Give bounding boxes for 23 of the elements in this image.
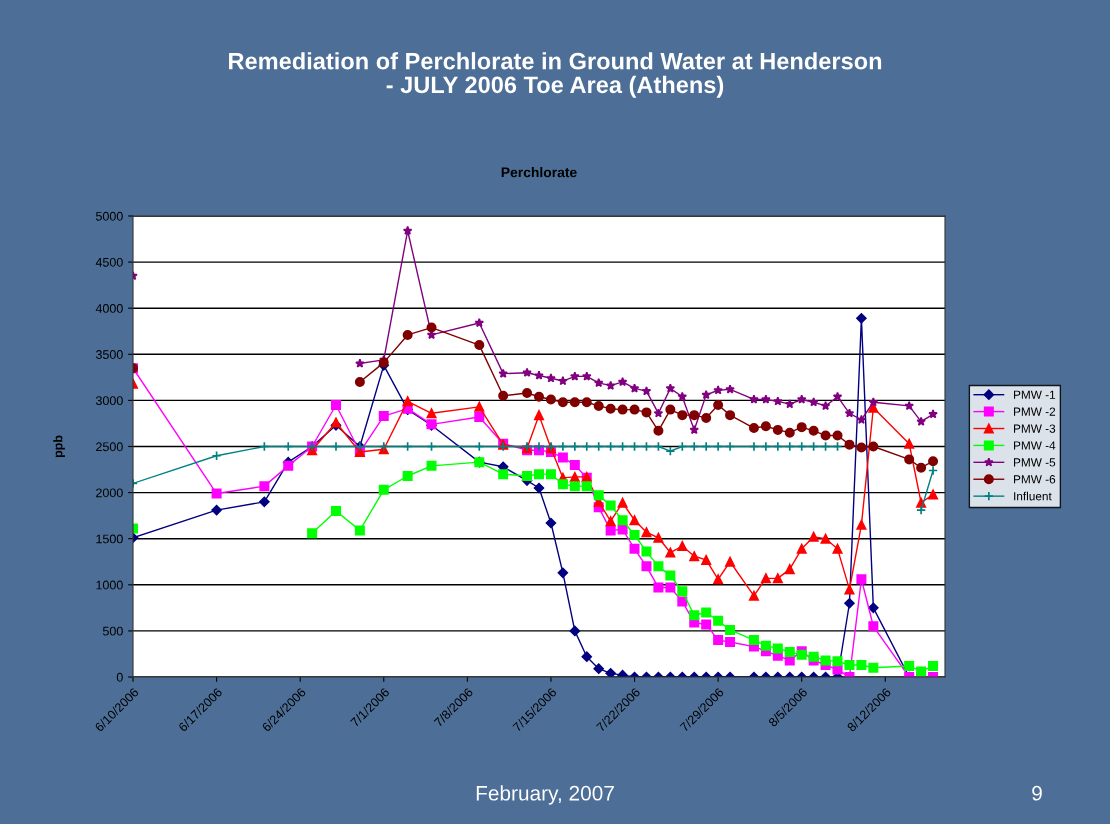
legend-label: PMW -4 xyxy=(1014,441,1056,450)
y-axis-title: ppb xyxy=(53,435,65,458)
y-tick-label: 3000 xyxy=(95,396,123,406)
chart-subtitle: Perchlorate xyxy=(501,167,577,178)
y-tick-label: 4000 xyxy=(95,304,123,313)
y-tick-label: 4500 xyxy=(95,257,123,267)
y-tick-label: 500 xyxy=(102,626,123,636)
legend-label: Influent xyxy=(1014,491,1052,501)
legend-label: PMW -1 xyxy=(1014,390,1056,399)
y-tick-label: 2000 xyxy=(96,488,123,498)
y-tick-label: 1000 xyxy=(96,580,123,590)
y-tick-label: 2500 xyxy=(96,442,123,452)
legend-label: PMW -2 xyxy=(1014,407,1056,416)
text: February, 2007 xyxy=(476,785,614,805)
chart-title: Remediation of Perchlorate in Ground Water at Henderson - JULY 2006 Toe Area (Athens) xyxy=(229,52,882,98)
legend-label: PMW -6 xyxy=(1014,475,1056,484)
legend-label: PMW -3 xyxy=(1014,424,1056,433)
y-tick-label: 0 xyxy=(116,672,123,682)
y-tick-label: 3500 xyxy=(95,350,123,359)
text: 9 xyxy=(1032,785,1042,801)
y-tick-label: 1500 xyxy=(96,534,123,544)
legend-label: PMW -5 xyxy=(1014,458,1056,467)
y-tick-label: 5000 xyxy=(95,211,123,221)
